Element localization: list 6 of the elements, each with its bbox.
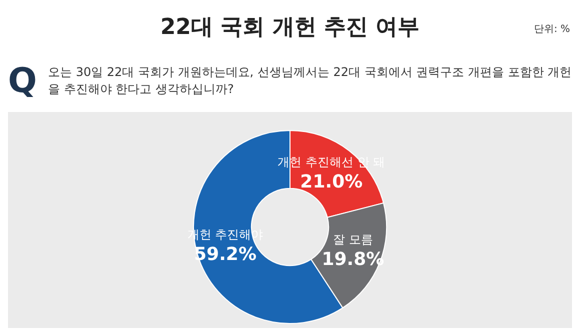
slice-label: 잘 모름 (333, 232, 373, 247)
data-label: 21.0% (300, 171, 363, 192)
chart-subtitle: 오는 30일 22대 국회가 개원하는데요, 선생님께서는 22대 국회에서 권력구조 개편을 포함한 개헌을 추진해야 한다고 생각하십니까? (48, 64, 572, 98)
text: Q (8, 61, 38, 101)
chart-title: 22대 국회 개헌 추진 여부 (160, 15, 420, 40)
text: 단위: % (534, 23, 570, 36)
